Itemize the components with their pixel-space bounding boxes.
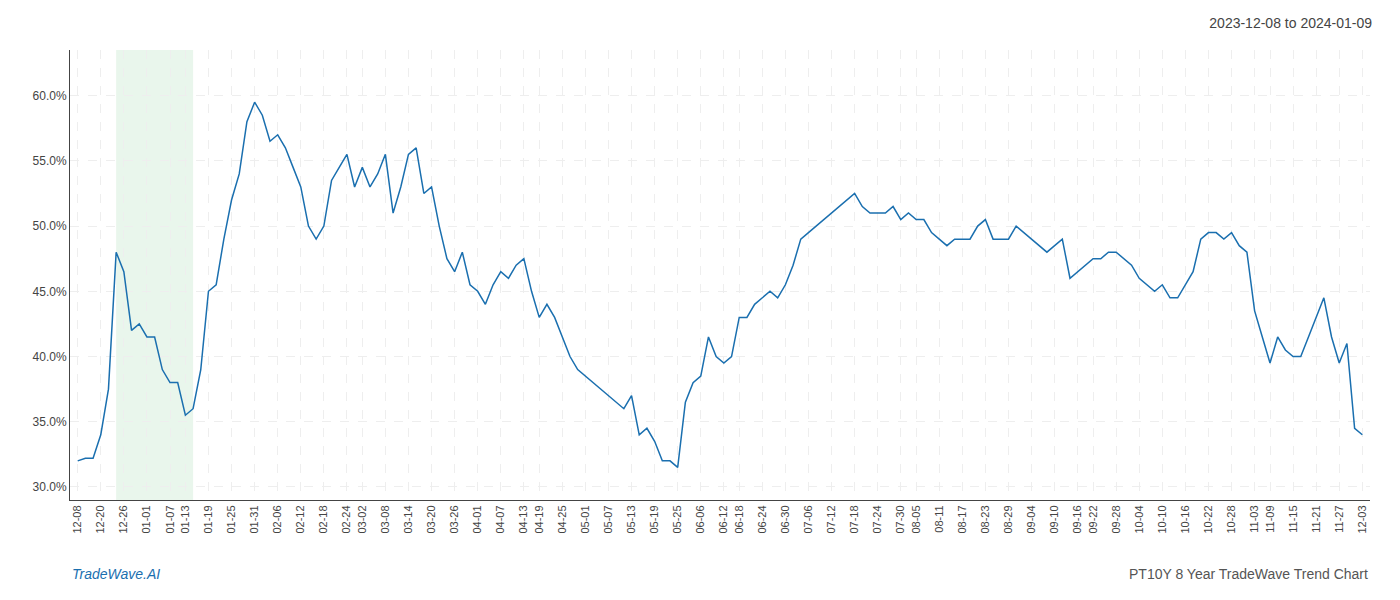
svg-text:04-01: 04-01 [471, 505, 483, 533]
svg-text:05-01: 05-01 [579, 505, 591, 533]
svg-text:07-18: 07-18 [848, 505, 860, 533]
svg-text:12-20: 12-20 [94, 505, 106, 533]
svg-text:02-06: 02-06 [271, 505, 283, 533]
svg-text:03-14: 03-14 [402, 505, 414, 533]
svg-text:10-10: 10-10 [1156, 505, 1168, 533]
svg-text:06-30: 06-30 [779, 505, 791, 533]
svg-text:10-04: 10-04 [1133, 505, 1145, 533]
svg-text:09-16: 09-16 [1071, 505, 1083, 533]
svg-text:04-07: 04-07 [494, 505, 506, 533]
svg-text:11-03: 11-03 [1248, 505, 1260, 532]
svg-text:11-09: 11-09 [1264, 505, 1276, 532]
svg-text:02-12: 02-12 [294, 505, 306, 533]
svg-text:01-25: 01-25 [225, 505, 237, 533]
svg-text:07-12: 07-12 [825, 505, 837, 533]
svg-text:09-04: 09-04 [1025, 505, 1037, 533]
svg-text:01-31: 01-31 [248, 505, 260, 533]
svg-text:10-16: 10-16 [1179, 505, 1191, 533]
svg-text:06-06: 06-06 [694, 505, 706, 533]
svg-text:01-19: 01-19 [202, 505, 214, 533]
svg-text:11-21: 11-21 [1310, 505, 1322, 532]
svg-text:03-26: 03-26 [448, 505, 460, 533]
svg-text:05-19: 05-19 [648, 505, 660, 533]
svg-text:09-28: 09-28 [1110, 505, 1122, 533]
svg-text:01-07: 01-07 [164, 505, 176, 533]
svg-text:50.0%: 50.0% [33, 219, 67, 233]
svg-text:05-07: 05-07 [602, 505, 614, 533]
svg-text:02-24: 02-24 [340, 505, 352, 533]
svg-text:2023-12-08 to 2024-01-09: 2023-12-08 to 2024-01-09 [1209, 15, 1372, 31]
svg-text:10-22: 10-22 [1202, 505, 1214, 533]
svg-text:04-19: 04-19 [533, 505, 545, 533]
svg-text:35.0%: 35.0% [33, 415, 67, 429]
svg-text:09-10: 09-10 [1048, 505, 1060, 533]
svg-text:07-24: 07-24 [871, 505, 883, 533]
svg-text:12-03: 12-03 [1356, 505, 1368, 533]
svg-text:01-01: 01-01 [140, 505, 152, 533]
svg-text:55.0%: 55.0% [33, 154, 67, 168]
svg-text:07-06: 07-06 [802, 505, 814, 533]
svg-text:06-12: 06-12 [717, 505, 729, 533]
svg-text:03-02: 03-02 [356, 505, 368, 533]
svg-text:TradeWave.AI: TradeWave.AI [72, 566, 160, 582]
svg-text:01-13: 01-13 [179, 505, 191, 533]
svg-text:03-20: 03-20 [425, 505, 437, 533]
svg-text:PT10Y 8 Year TradeWave Trend C: PT10Y 8 Year TradeWave Trend Chart [1129, 566, 1368, 582]
svg-text:06-24: 06-24 [756, 505, 768, 533]
svg-text:02-18: 02-18 [317, 505, 329, 533]
svg-text:08-17: 08-17 [956, 505, 968, 533]
svg-text:04-25: 04-25 [556, 505, 568, 533]
svg-text:45.0%: 45.0% [33, 285, 67, 299]
svg-text:12-26: 12-26 [117, 505, 129, 533]
svg-text:03-08: 03-08 [379, 505, 391, 533]
svg-text:08-11: 08-11 [933, 505, 945, 532]
svg-text:08-23: 08-23 [979, 505, 991, 533]
svg-text:07-30: 07-30 [894, 505, 906, 533]
svg-text:11-15: 11-15 [1287, 505, 1299, 532]
svg-text:30.0%: 30.0% [33, 480, 67, 494]
svg-text:11-27: 11-27 [1333, 505, 1345, 532]
svg-text:08-29: 08-29 [1002, 505, 1014, 533]
svg-text:06-18: 06-18 [733, 505, 745, 533]
svg-text:09-22: 09-22 [1087, 505, 1099, 533]
svg-text:40.0%: 40.0% [33, 350, 67, 364]
svg-text:08-05: 08-05 [910, 505, 922, 533]
svg-text:05-13: 05-13 [625, 505, 637, 533]
svg-text:05-25: 05-25 [671, 505, 683, 533]
svg-text:60.0%: 60.0% [33, 89, 67, 103]
svg-text:04-13: 04-13 [517, 505, 529, 533]
svg-text:10-28: 10-28 [1225, 505, 1237, 533]
svg-text:12-08: 12-08 [71, 505, 83, 533]
